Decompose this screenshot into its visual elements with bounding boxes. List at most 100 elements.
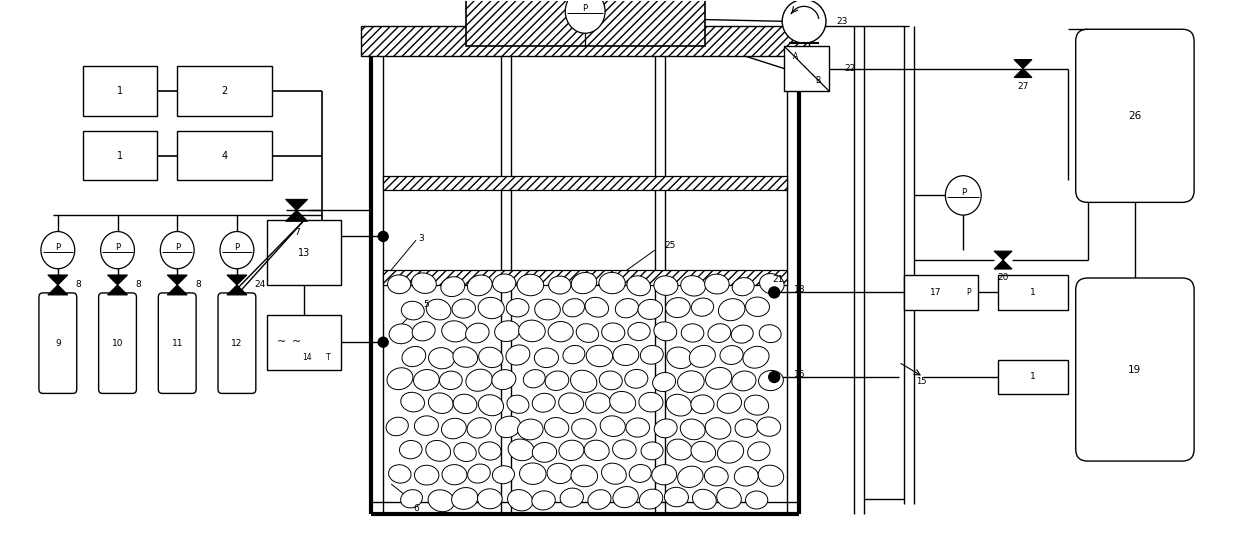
Ellipse shape (517, 274, 543, 296)
Ellipse shape (572, 273, 596, 294)
Text: A: A (792, 52, 797, 60)
Text: 23: 23 (836, 17, 847, 26)
Ellipse shape (547, 463, 572, 483)
Ellipse shape (625, 370, 647, 388)
Ellipse shape (402, 346, 425, 367)
Ellipse shape (508, 439, 534, 461)
Ellipse shape (100, 231, 134, 269)
Ellipse shape (743, 346, 769, 368)
Ellipse shape (758, 465, 784, 486)
Ellipse shape (585, 297, 609, 317)
Text: 26: 26 (1128, 111, 1142, 121)
Ellipse shape (386, 417, 408, 436)
Ellipse shape (388, 465, 410, 483)
Ellipse shape (704, 467, 728, 486)
Ellipse shape (495, 321, 520, 341)
Ellipse shape (548, 276, 570, 294)
Ellipse shape (655, 419, 677, 438)
Text: 8: 8 (195, 280, 201, 290)
Ellipse shape (585, 393, 610, 413)
Bar (177, 131, 272, 180)
Ellipse shape (546, 371, 569, 391)
Ellipse shape (584, 440, 609, 461)
Ellipse shape (467, 275, 492, 296)
Ellipse shape (389, 324, 414, 344)
Ellipse shape (467, 464, 490, 483)
Text: 2: 2 (222, 86, 228, 96)
Ellipse shape (451, 487, 477, 509)
Ellipse shape (532, 442, 557, 462)
Ellipse shape (454, 442, 476, 462)
Polygon shape (167, 285, 187, 295)
Ellipse shape (708, 324, 730, 342)
Ellipse shape (570, 370, 596, 392)
Ellipse shape (681, 419, 706, 440)
Ellipse shape (520, 463, 546, 485)
Ellipse shape (588, 490, 611, 509)
Ellipse shape (532, 393, 556, 412)
Polygon shape (108, 275, 128, 285)
Ellipse shape (534, 348, 558, 367)
Circle shape (769, 287, 780, 298)
Ellipse shape (692, 298, 714, 316)
Ellipse shape (760, 274, 784, 294)
Bar (83, 131, 157, 180)
Ellipse shape (414, 416, 439, 435)
Bar (998, 275, 1068, 310)
Circle shape (378, 231, 388, 241)
Text: 4: 4 (222, 150, 228, 160)
Ellipse shape (745, 491, 768, 509)
Text: T: T (326, 353, 331, 362)
Ellipse shape (756, 417, 781, 436)
Circle shape (769, 371, 780, 382)
Polygon shape (227, 275, 247, 285)
Text: 13: 13 (298, 248, 310, 258)
Ellipse shape (401, 392, 424, 412)
Ellipse shape (544, 417, 569, 437)
Ellipse shape (748, 442, 770, 461)
Text: 3: 3 (418, 234, 424, 243)
Ellipse shape (496, 416, 521, 438)
Ellipse shape (626, 418, 650, 437)
Text: 1: 1 (1030, 288, 1035, 297)
Ellipse shape (641, 442, 663, 460)
Text: P: P (961, 189, 966, 198)
Ellipse shape (534, 299, 560, 320)
Ellipse shape (388, 275, 410, 294)
Ellipse shape (441, 418, 466, 439)
Ellipse shape (677, 371, 704, 392)
Bar (383, 175, 787, 190)
Ellipse shape (507, 395, 529, 413)
Ellipse shape (689, 345, 715, 367)
Polygon shape (285, 199, 308, 210)
Ellipse shape (744, 395, 769, 415)
Text: 11: 11 (171, 339, 184, 347)
Text: 14: 14 (301, 353, 311, 362)
Polygon shape (1014, 69, 1032, 78)
Text: 21: 21 (773, 275, 784, 285)
Ellipse shape (610, 391, 636, 413)
Ellipse shape (639, 392, 663, 412)
Text: P: P (175, 243, 180, 252)
Ellipse shape (412, 273, 436, 294)
Ellipse shape (412, 321, 435, 341)
Ellipse shape (160, 231, 195, 269)
Ellipse shape (627, 322, 650, 341)
Ellipse shape (428, 490, 454, 512)
Ellipse shape (653, 276, 678, 295)
Text: 20: 20 (997, 274, 1009, 282)
Ellipse shape (600, 416, 625, 436)
FancyBboxPatch shape (218, 293, 255, 393)
Text: 9: 9 (55, 339, 61, 347)
Text: 6: 6 (413, 504, 419, 513)
Ellipse shape (732, 278, 754, 296)
Text: 1: 1 (1030, 372, 1035, 381)
Ellipse shape (523, 370, 546, 388)
Circle shape (782, 0, 826, 43)
Text: P: P (234, 243, 239, 252)
Polygon shape (994, 260, 1012, 269)
Ellipse shape (548, 321, 573, 342)
Text: 10: 10 (112, 339, 123, 347)
Ellipse shape (477, 489, 502, 509)
Text: 18: 18 (794, 285, 806, 294)
